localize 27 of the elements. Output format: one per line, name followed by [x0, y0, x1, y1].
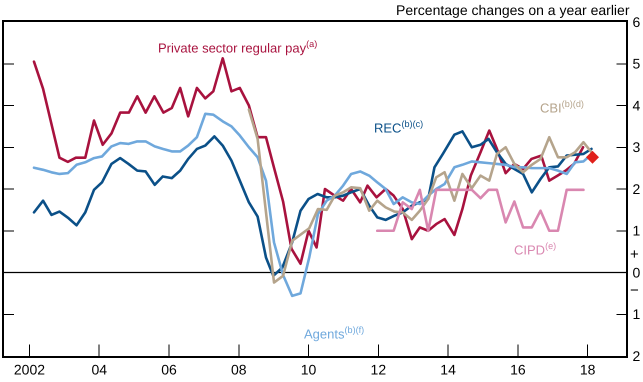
x-tick-label: 08 — [230, 362, 247, 378]
y-tick-label: 0 — [632, 264, 641, 280]
x-tick-label: 16 — [510, 362, 526, 378]
x-tick-label: 18 — [580, 362, 596, 378]
text: − — [630, 282, 639, 299]
series-label: Private sector regular pay$^{(a)}$ — [158, 39, 318, 56]
y-tick-label: 1 — [632, 222, 641, 239]
y-tick-label: 6 — [632, 14, 641, 30]
x-tick-label: 06 — [161, 362, 178, 378]
y-axis-title: Percentage changes on a year earlier — [396, 2, 630, 18]
text: Agents$^{(b)(f)}$ — [304, 325, 364, 342]
y-tick-label: 4 — [632, 97, 641, 114]
text: REC$^{(b)(c)}$ — [374, 119, 424, 136]
y-tick-label: 5 — [632, 56, 641, 72]
text: + — [630, 246, 639, 263]
y-tick-label: 2 — [632, 180, 641, 197]
series-label: CIPD$^{(e)}$ — [514, 241, 556, 258]
y-tick-label: 3 — [632, 139, 641, 156]
x-tick-label: 04 — [91, 362, 108, 378]
x-tick-label: 14 — [440, 362, 456, 378]
x-tick-label: 10 — [300, 362, 317, 378]
y-tick-label: 1 — [632, 306, 641, 322]
y-tick-label: 2 — [632, 348, 641, 364]
series-label: CBI$^{(b)(d)}$ — [540, 99, 584, 116]
x-tick-label: 12 — [370, 362, 386, 378]
x-tick-label: 2002 — [14, 362, 46, 378]
line-series — [376, 188, 585, 232]
